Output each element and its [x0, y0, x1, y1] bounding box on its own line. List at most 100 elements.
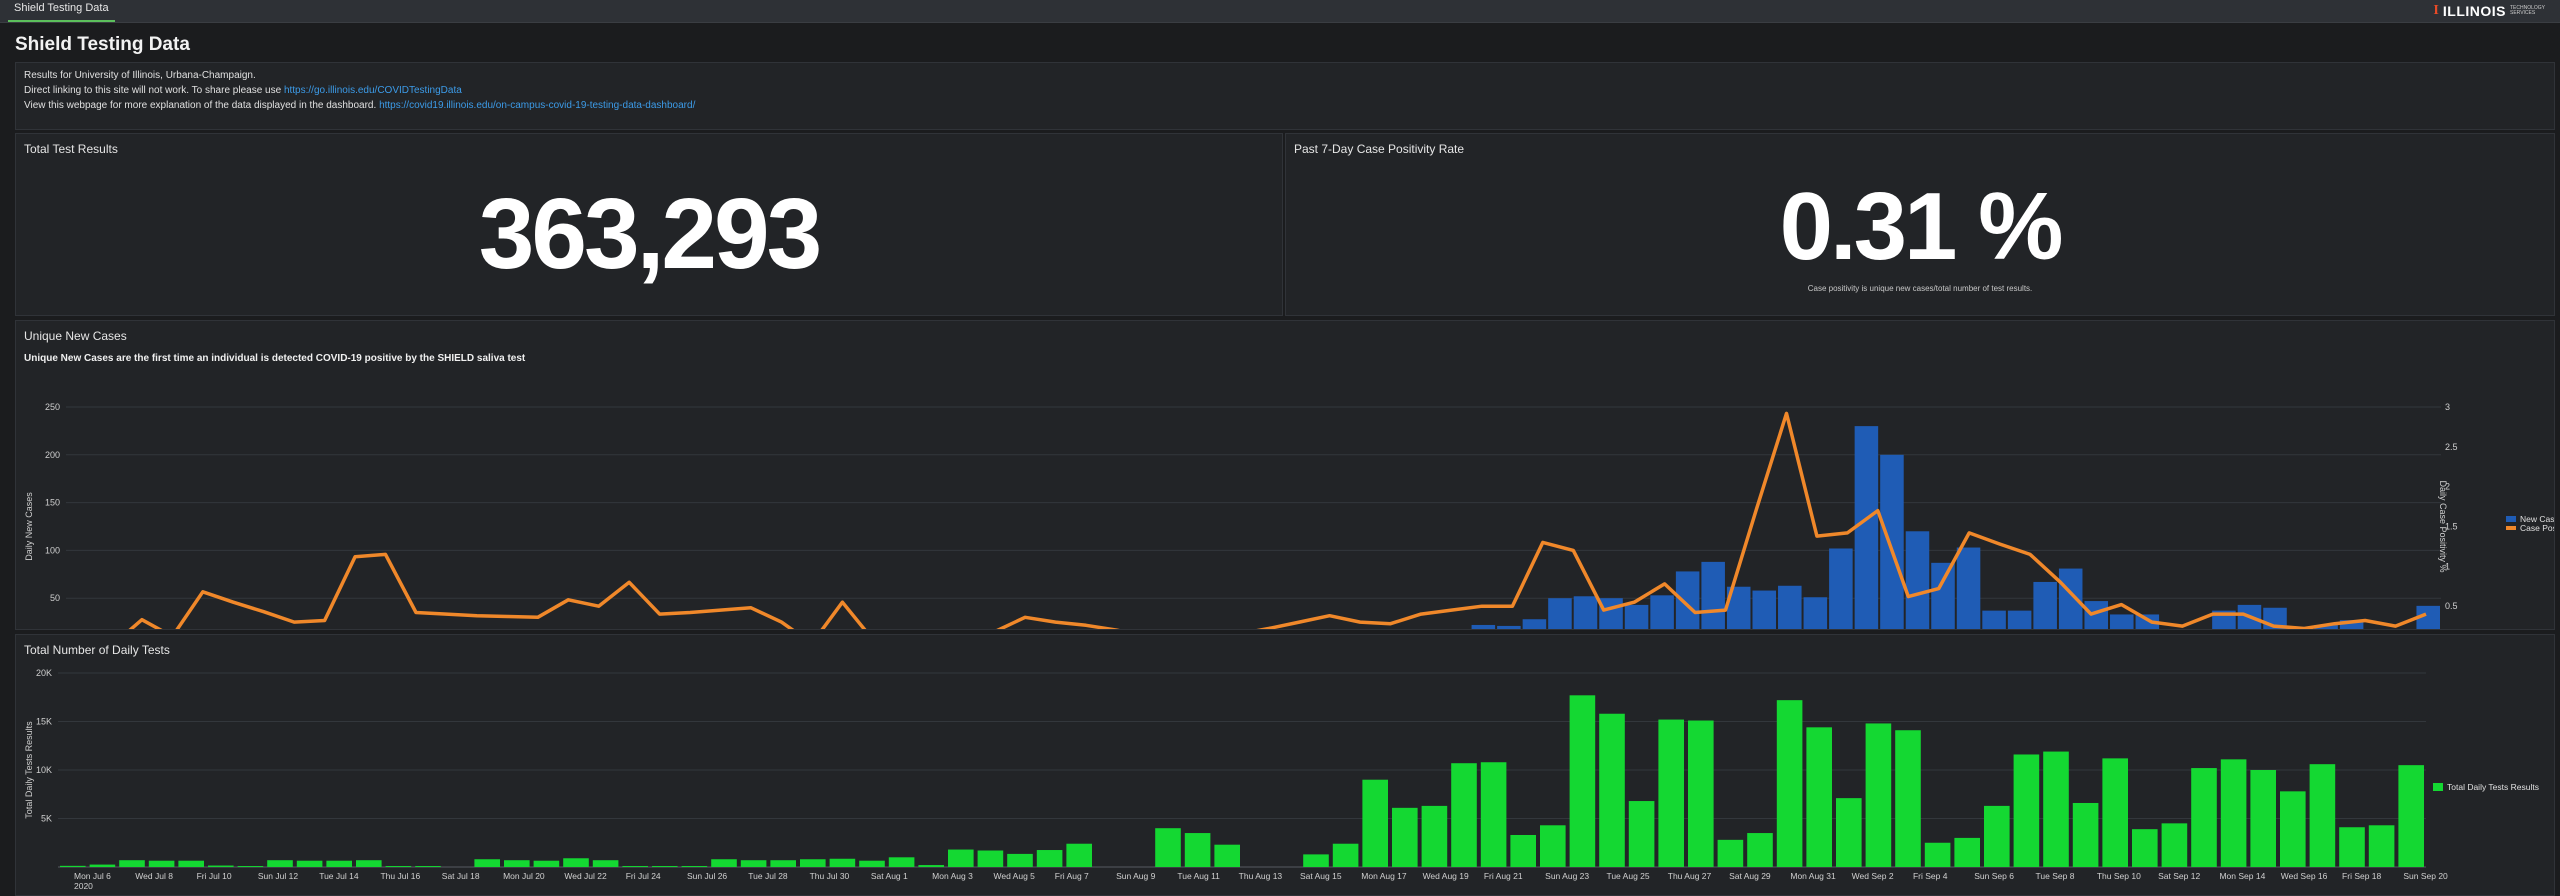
daily-tests-bar	[2132, 829, 2158, 867]
y2-axis-title: Daily Case Positivity %	[2438, 480, 2448, 572]
y-tick-label: 20K	[36, 668, 52, 678]
daily-tests-bar	[800, 859, 826, 867]
daily-tests-bar	[2043, 751, 2069, 867]
x-tick-label: Wed Aug 5	[993, 871, 1035, 881]
daily-tests-bar	[89, 864, 116, 867]
daily-tests-bar	[1303, 854, 1329, 867]
y-tick-label: 10K	[36, 765, 52, 775]
new-cases-bar	[1471, 624, 1496, 629]
new-cases-bar	[1522, 619, 1547, 629]
daily-tests-bar	[1747, 833, 1773, 867]
legend-swatch-positivity	[2506, 526, 2516, 530]
new-cases-bar	[1829, 548, 1853, 629]
daily-tests-bar	[2072, 802, 2099, 867]
y-tick-label: 200	[45, 450, 60, 460]
x-tick-label: Thu Jul 30	[810, 871, 850, 881]
y2-tick-label: 0.5	[2445, 601, 2458, 611]
new-cases-panel: Unique New Cases Unique New Cases are th…	[15, 320, 2555, 630]
total-tests-value: 363,293	[478, 178, 822, 290]
x-tick-label: Tue Aug 25	[1606, 871, 1649, 881]
y-tick-label: 5K	[41, 814, 52, 824]
daily-tests-bar	[1214, 844, 1240, 867]
new-cases-bar	[1880, 454, 1904, 629]
daily-tests-bar	[1036, 850, 1063, 867]
daily-tests-bar	[119, 860, 145, 867]
x-tick-label: Wed Aug 19	[1423, 871, 1469, 881]
info-panel: Results for University of Illinois, Urba…	[15, 62, 2555, 130]
new-cases-bar	[1650, 595, 1674, 629]
daily-tests-bar	[2161, 823, 2188, 867]
new-cases-bar	[2007, 610, 2032, 629]
explanation-link[interactable]: https://covid19.illinois.edu/on-campus-c…	[379, 100, 696, 111]
total-tests-panel: Total Test Results 363,293	[15, 133, 1283, 316]
daily-tests-bar	[652, 866, 678, 867]
daily-tests-bar	[829, 858, 856, 867]
daily-tests-bar	[1392, 807, 1418, 867]
share-link[interactable]: https://go.illinois.edu/COVIDTestingData	[283, 85, 462, 96]
x-tick-label: Thu Aug 13	[1239, 871, 1283, 881]
daily-tests-bar	[770, 860, 796, 867]
new-cases-bar	[2339, 620, 2364, 629]
illinois-i-mark-icon: I	[2433, 3, 2439, 18]
page-title: Shield Testing Data	[15, 34, 190, 55]
daily-tests-bar	[2102, 758, 2128, 867]
daily-tests-bar	[1865, 723, 1892, 867]
daily-tests-bar	[60, 865, 86, 867]
daily-tests-bar	[415, 866, 441, 867]
y2-tick-label: 1	[2445, 561, 2450, 571]
x-tick-label: Tue Aug 11	[1177, 871, 1220, 881]
x-tick-label: Fri Jul 24	[626, 871, 661, 881]
daily-tests-bar	[1924, 842, 1951, 867]
x-tick-label: Tue Jul 28	[748, 871, 788, 881]
daily-tests-bar	[948, 849, 974, 867]
x-tick-label: Thu Jul 16	[380, 871, 420, 881]
new-cases-title: Unique New Cases	[24, 329, 127, 343]
new-cases-bar	[1599, 598, 1623, 629]
daily-tests-bar	[326, 860, 352, 867]
daily-tests-bar	[208, 865, 234, 867]
new-cases-bar	[1675, 571, 1700, 629]
new-cases-bar	[2033, 581, 2057, 629]
daily-tests-bar	[474, 859, 500, 867]
daily-tests-bar	[1510, 834, 1536, 867]
daily-tests-bar	[1066, 843, 1092, 867]
x-tick-label: Sun Sep 20	[2403, 871, 2448, 881]
new-cases-bar	[1752, 590, 1777, 629]
y-tick-label: 250	[45, 402, 60, 412]
x-tick-label: Wed Sep 2	[1852, 871, 1894, 881]
daily-tests-bar	[267, 860, 293, 867]
daily-tests-bar	[1984, 805, 2010, 867]
daily-tests-bar	[2191, 768, 2217, 867]
new-cases-bar	[2314, 624, 2338, 629]
positivity-panel: Past 7-Day Case Positivity Rate 0.31 % C…	[1285, 133, 2555, 316]
daily-tests-bar	[178, 860, 204, 867]
new-cases-bar	[2084, 601, 2109, 629]
daily-tests-bar	[2339, 827, 2365, 867]
daily-tests-bar	[2013, 754, 2040, 867]
x-tick-label: Tue Sep 8	[2036, 871, 2075, 881]
x-tick-label: Wed Jul 8	[135, 871, 173, 881]
y-tick-label: 50	[50, 593, 60, 603]
x-tick-label: Wed Sep 16	[2281, 871, 2328, 881]
new-cases-bar	[1982, 610, 2006, 629]
new-cases-bar	[1726, 586, 1751, 629]
x-tick-label: Mon Jul 20	[503, 871, 545, 881]
y-axis-title: Daily New Cases	[24, 492, 34, 561]
x-tick-label: Fri Aug 7	[1055, 871, 1089, 881]
new-cases-bar	[2110, 614, 2134, 629]
tab-shield-testing-data[interactable]: Shield Testing Data	[8, 0, 115, 22]
daily-tests-bar	[1421, 805, 1448, 867]
daily-tests-bar	[1540, 825, 1566, 867]
new-cases-bar	[1701, 561, 1725, 629]
new-cases-bar	[1778, 585, 1802, 629]
daily-tests-bar	[2398, 765, 2424, 867]
x-tick-label: Thu Aug 27	[1668, 871, 1712, 881]
legend-label-daily-tests: Total Daily Tests Results	[2447, 782, 2539, 792]
x-tick-label: Sat Aug 1	[871, 871, 908, 881]
daily-tests-bar	[1836, 798, 1862, 867]
illinois-logo[interactable]: I ILLINOIS TECHNOLOGY SERVICES	[2433, 3, 2546, 19]
x-tick-label: Fri Sep 18	[2342, 871, 2381, 881]
daily-tests-bar	[504, 860, 530, 867]
x-tick-label: Mon Aug 3	[932, 871, 973, 881]
